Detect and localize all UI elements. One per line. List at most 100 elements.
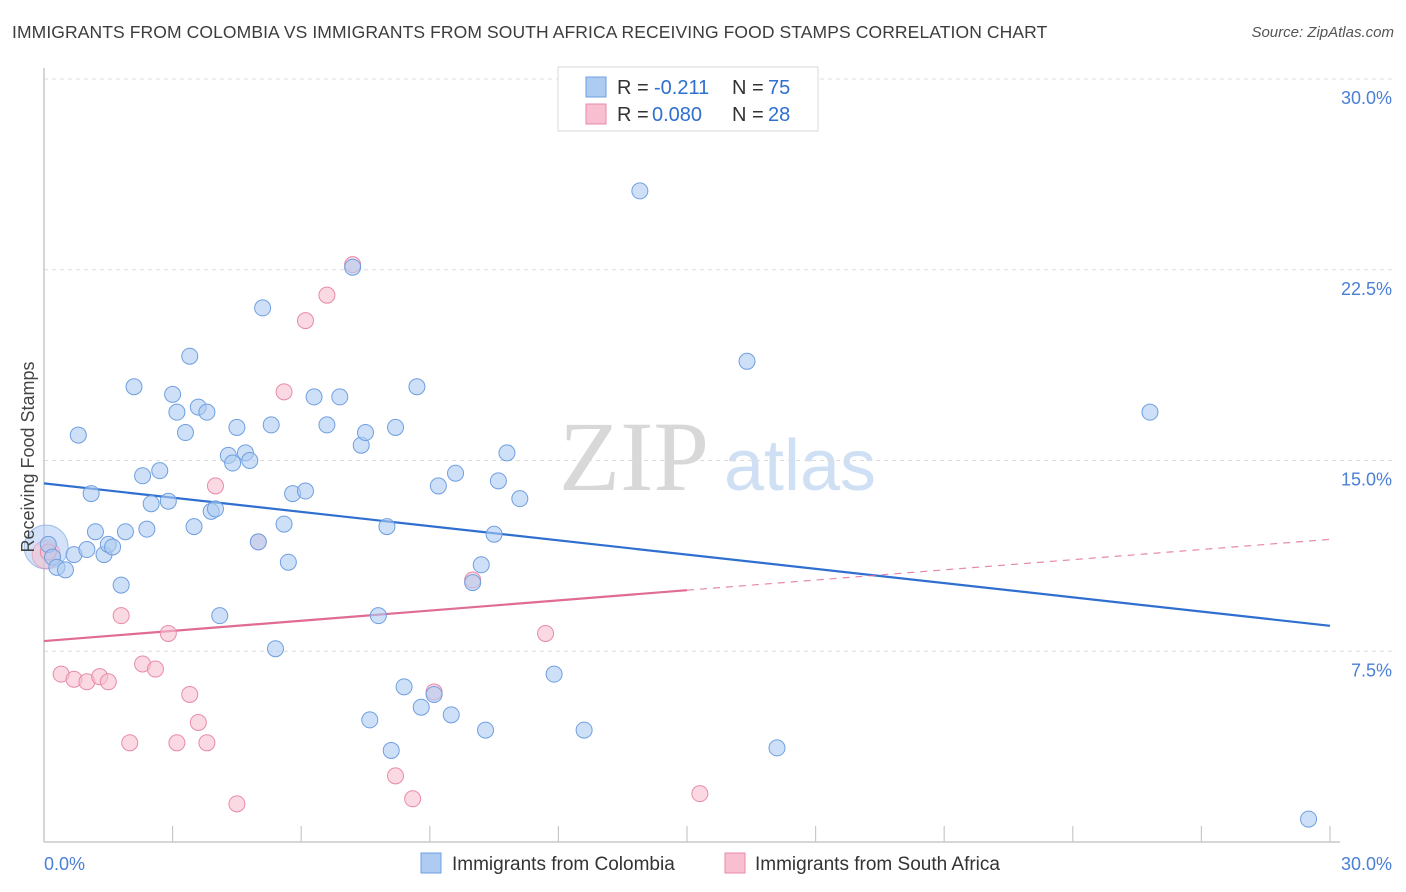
legend-r-label-2: R = xyxy=(617,104,649,126)
scatter-point-colombia xyxy=(116,523,134,541)
scatter-point-colombia xyxy=(357,424,374,442)
scatter-point-colombia xyxy=(382,741,400,759)
scatter-point-colombia xyxy=(447,464,465,482)
scatter-point-colombia xyxy=(159,492,177,510)
scatter-point-south-africa xyxy=(387,767,405,785)
scatter-point-colombia xyxy=(738,352,756,370)
scatter-point-south-africa xyxy=(228,795,246,813)
scatter-point-colombia xyxy=(138,520,156,538)
scatter-point-colombia xyxy=(511,490,529,508)
scatter-point-colombia xyxy=(442,706,460,724)
scatter-point-colombia xyxy=(266,640,284,658)
scatter-point-colombia xyxy=(164,385,182,403)
scatter-point-colombia xyxy=(472,556,490,574)
legend-n-label-1: N = xyxy=(732,77,764,99)
scatter-point-colombia xyxy=(142,495,160,513)
scatter-point-south-africa xyxy=(168,734,186,752)
scatter-points xyxy=(23,182,1318,828)
scatter-point-colombia xyxy=(344,258,362,276)
scatter-point-colombia xyxy=(181,347,199,365)
scatter-point-colombia xyxy=(575,721,593,739)
chart-title: IMMIGRANTS FROM COLOMBIA VS IMMIGRANTS F… xyxy=(12,22,1048,42)
scatter-point-colombia xyxy=(408,378,426,396)
scatter-point-colombia xyxy=(176,424,194,442)
scatter-point-colombia xyxy=(429,477,447,495)
scatter-point-south-africa xyxy=(112,607,130,625)
tick-labels: 7.5% 15.0% 22.5% 30.0% 0.0% 30.0% xyxy=(44,88,1392,874)
scatter-point-colombia xyxy=(82,485,100,503)
bottom-legend-label-colombia: Immigrants from Colombia xyxy=(452,854,675,875)
scatter-point-colombia xyxy=(224,454,242,472)
y-tick-label: 15.0% xyxy=(1341,470,1392,490)
scatter-point-colombia xyxy=(631,182,649,200)
bottom-legend-swatch-south-africa xyxy=(724,852,746,874)
legend: R = -0.211 N = 75 R = 0.080 N = 28 xyxy=(557,66,819,132)
scatter-point-colombia xyxy=(477,721,495,739)
scatter-point-colombia xyxy=(489,472,507,490)
scatter-point-colombia xyxy=(464,574,482,592)
bottom-legend-swatch-colombia xyxy=(420,852,442,874)
y-tick-label: 30.0% xyxy=(1341,88,1392,108)
scatter-point-colombia xyxy=(206,500,224,518)
trend-line-south-africa xyxy=(43,589,688,643)
scatter-point-colombia xyxy=(254,299,272,317)
scatter-point-colombia xyxy=(78,541,96,559)
scatter-point-colombia xyxy=(275,515,293,533)
scatter-point-colombia xyxy=(768,739,786,757)
scatter-point-colombia xyxy=(305,388,323,406)
legend-r-value-1: -0.211 xyxy=(654,77,709,99)
x-tick-label: 30.0% xyxy=(1341,854,1392,874)
scatter-point-colombia xyxy=(198,403,216,421)
scatter-point-colombia xyxy=(125,378,143,396)
trend-line-south-africa-extension xyxy=(686,538,1331,591)
scatter-point-colombia xyxy=(185,518,203,536)
grid-lines xyxy=(44,78,1392,652)
scatter-point-south-africa xyxy=(198,734,216,752)
axes xyxy=(43,68,1340,843)
scatter-point-colombia xyxy=(262,416,280,434)
scatter-point-colombia xyxy=(134,467,152,485)
y-tick-label: 22.5% xyxy=(1341,279,1392,299)
legend-n-label-2: N = xyxy=(732,104,764,126)
chart-source: Source: ZipAtlas.com xyxy=(1251,24,1394,41)
scatter-point-south-africa xyxy=(181,685,199,703)
scatter-point-colombia xyxy=(86,523,104,541)
legend-swatch-south-africa xyxy=(585,103,607,125)
scatter-point-south-africa xyxy=(318,286,336,304)
scatter-point-colombia xyxy=(318,416,336,434)
scatter-point-colombia xyxy=(296,482,314,500)
scatter-point-south-africa xyxy=(537,624,555,642)
scatter-point-colombia xyxy=(361,711,379,729)
scatter-point-colombia xyxy=(331,388,349,406)
y-axis-label: Receiving Food Stamps xyxy=(18,361,38,552)
scatter-point-south-africa xyxy=(159,624,177,642)
scatter-point-south-africa xyxy=(206,477,224,495)
trend-lines xyxy=(43,482,1331,643)
legend-n-value-1: 75 xyxy=(768,77,790,99)
scatter-point-colombia xyxy=(485,525,503,543)
legend-r-value-2: 0.080 xyxy=(652,104,702,126)
scatter-point-colombia xyxy=(151,462,169,480)
scatter-point-colombia xyxy=(249,533,267,551)
scatter-point-south-africa xyxy=(275,383,293,401)
scatter-point-colombia xyxy=(1300,810,1318,828)
scatter-point-colombia xyxy=(425,685,443,703)
scatter-point-colombia xyxy=(69,426,87,444)
scatter-point-colombia xyxy=(369,607,387,625)
x-tick-label: 0.0% xyxy=(44,854,85,874)
scatter-point-colombia xyxy=(211,607,229,625)
scatter-point-colombia xyxy=(395,678,413,696)
scatter-point-south-africa xyxy=(404,790,422,808)
watermark-zip: ZIP xyxy=(559,401,709,512)
scatter-point-colombia xyxy=(545,665,563,683)
legend-swatch-colombia xyxy=(585,76,607,98)
scatter-point-colombia xyxy=(104,538,122,556)
y-tick-label: 7.5% xyxy=(1351,660,1392,680)
scatter-point-south-africa xyxy=(189,713,207,731)
scatter-point-south-africa xyxy=(121,734,139,752)
scatter-point-colombia xyxy=(279,553,297,571)
scatter-point-colombia xyxy=(378,518,396,536)
scatter-point-colombia xyxy=(56,561,74,579)
scatter-point-colombia xyxy=(228,418,246,436)
